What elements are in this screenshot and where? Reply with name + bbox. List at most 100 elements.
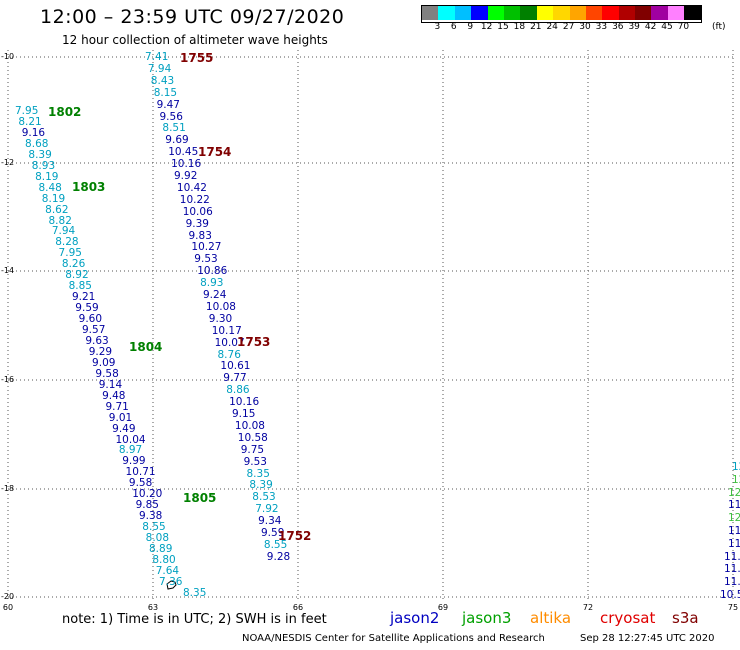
scale-swatch: [422, 6, 439, 20]
lon-tick-label: 75: [727, 603, 739, 612]
wave-height-value: 12: [728, 486, 740, 499]
lat-tick-label: -16: [1, 375, 15, 384]
wave-height-value: 9.53: [243, 455, 267, 468]
wave-height-value: 7.36: [159, 575, 183, 588]
wave-height-value: 8.48: [38, 181, 62, 194]
scale-label: 42: [644, 22, 657, 32]
wave-height-value: 8.19: [35, 170, 59, 183]
wave-height-value: 11: [728, 537, 740, 550]
wave-height-value: 9.48: [102, 389, 126, 402]
wave-height-value: 8.86: [226, 384, 250, 397]
satellite-legend-item: jason3: [462, 609, 512, 627]
pass-time-label: 1752: [278, 529, 312, 543]
wave-height-value: 8.39: [28, 148, 52, 161]
wave-height-value: 11.: [724, 550, 740, 563]
scale-swatch: [618, 6, 636, 20]
wave-height-value: 8.28: [55, 236, 79, 249]
wave-height-value: 7.41: [145, 51, 169, 63]
wave-height-value: 10.42: [176, 181, 207, 194]
wave-height-value: 9.75: [240, 443, 265, 456]
wave-height-value: 10.20: [132, 488, 163, 501]
wave-height-value: 9.30: [208, 312, 233, 325]
pass-time-label: 1803: [72, 180, 106, 194]
color-scale-unit: (ft): [712, 22, 726, 32]
color-scale-labels: 3 6 9 12 15 18 21 24 27 30 33 36 39 42 45 70: [421, 22, 740, 34]
wave-height-value: 10.58: [237, 431, 268, 444]
credit-line: NOAA/NESDIS Center for Satellite Applica…: [242, 633, 545, 644]
satellite-legend-item: cryosat: [600, 609, 656, 627]
map-title: 12:00 – 23:59 UTC 09/27/2020: [40, 6, 345, 28]
wave-height-value: 9.29: [88, 345, 113, 358]
wave-height-value: 12: [732, 461, 740, 473]
wave-height-value: 9.01: [108, 411, 133, 424]
wave-height-value: 9.63: [85, 334, 109, 347]
scale-label: 12: [480, 22, 493, 32]
scale-swatch: [553, 6, 570, 20]
lat-tick-label: -12: [1, 158, 15, 167]
wave-height-value: 8.39: [249, 479, 273, 492]
scale-swatch: [667, 6, 685, 20]
wave-height-value: 8.85: [68, 280, 92, 293]
lat-lon-grid: [7, 50, 734, 600]
wave-height-value: 9.34: [258, 515, 282, 528]
wave-height-value: 7.95: [58, 247, 82, 260]
scale-swatch: [454, 6, 472, 20]
wave-height-value: 10.08: [234, 419, 265, 432]
wave-height-value: 9.15: [232, 408, 256, 420]
wave-height-value: 8.21: [18, 115, 42, 128]
scale-label: 30: [579, 22, 591, 32]
wave-height-value: 9.49: [112, 422, 136, 435]
wave-height-value: 9.85: [135, 499, 159, 512]
wave-height-value: 8.35: [183, 587, 207, 599]
wave-height-value: 8.92: [65, 269, 89, 282]
wave-height-value: 8.76: [217, 348, 241, 361]
wave-height-value: 8.97: [118, 444, 143, 457]
scale-label: 18: [513, 22, 526, 32]
wave-height-value: 8.51: [162, 122, 186, 135]
wave-height-value: 9.28: [266, 550, 291, 563]
scale-swatch: [487, 6, 504, 20]
scale-label: 15: [497, 22, 509, 32]
scale-swatch: [520, 6, 537, 20]
scale-label: 21: [530, 22, 542, 32]
scale-label: 33: [595, 22, 608, 32]
wave-height-value: 7.94: [51, 225, 76, 238]
island-outline: [166, 580, 177, 590]
wave-height-value: 8.55: [142, 521, 166, 534]
scale-label: 70: [677, 22, 690, 32]
wave-height-value: 9.16: [21, 126, 46, 139]
wave-height-value: 10.45: [168, 146, 199, 159]
lon-tick-label: 60: [2, 603, 14, 612]
wave-height-value: 10.22: [179, 193, 210, 206]
wave-height-value: 8.93: [31, 159, 56, 172]
scale-label: 3: [434, 22, 441, 32]
wave-height-value: 9.58: [128, 477, 153, 490]
satellite-legend-item: s3a: [672, 609, 699, 627]
wave-height-value: 9.77: [223, 372, 247, 385]
wave-height-value: 8.55: [263, 538, 288, 551]
wave-height-value: 11.: [724, 563, 740, 576]
lat-tick-label: -10: [1, 52, 15, 61]
wave-height-value: 12: [728, 512, 740, 525]
color-scale-legend: [421, 5, 702, 23]
wave-height-value: 11: [728, 499, 740, 512]
pass-time-label: 1804: [129, 340, 163, 354]
wave-height-value: 8.80: [152, 553, 176, 566]
scale-swatch: [438, 6, 455, 20]
lon-tick-label: 72: [582, 603, 594, 612]
wave-height-value: 9.57: [82, 324, 106, 336]
wave-height-value: 10.17: [211, 324, 242, 337]
wave-height-value: 9.69: [165, 134, 189, 147]
generation-timestamp: Sep 28 12:27:45 UTC 2020: [580, 633, 715, 644]
lat-tick-label: -14: [1, 266, 15, 275]
lon-tick-label: 66: [292, 603, 304, 612]
scale-label: 6: [450, 22, 457, 32]
wave-height-value: 11: [728, 525, 740, 537]
wave-height-value: 8.93: [200, 277, 224, 290]
scale-swatch: [471, 6, 488, 20]
scale-swatch: [585, 6, 603, 20]
wave-height-value: 9.47: [156, 98, 180, 111]
footnote: note: 1) Time is in UTC; 2) SWH is in fe…: [62, 612, 327, 627]
lat-tick-label: -18: [1, 484, 15, 493]
